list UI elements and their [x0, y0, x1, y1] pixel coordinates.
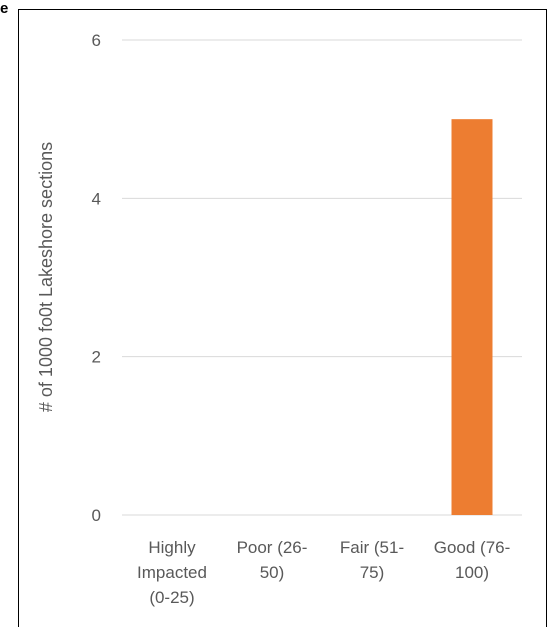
x-tick-label: 75): [360, 563, 385, 582]
y-tick-label: 2: [92, 348, 101, 367]
x-tick-label: Poor (26-: [237, 538, 308, 557]
y-tick-label: 0: [92, 506, 101, 525]
bar: [451, 119, 493, 516]
x-tick-label: Good (76-: [434, 538, 511, 557]
y-tick-label: 4: [92, 189, 101, 208]
y-axis-title: # of 1000 fo0t Lakeshore sections: [36, 142, 56, 412]
x-tick-label: Fair (51-: [340, 538, 404, 557]
x-tick-label: 100): [455, 563, 489, 582]
x-tick-label: (0-25): [149, 588, 194, 607]
x-tick-label: 50): [260, 563, 285, 582]
y-tick-label: 6: [92, 31, 101, 50]
corner-label: e: [0, 0, 9, 17]
x-tick-label: Highly: [148, 538, 196, 557]
x-tick-label: Impacted: [137, 563, 207, 582]
